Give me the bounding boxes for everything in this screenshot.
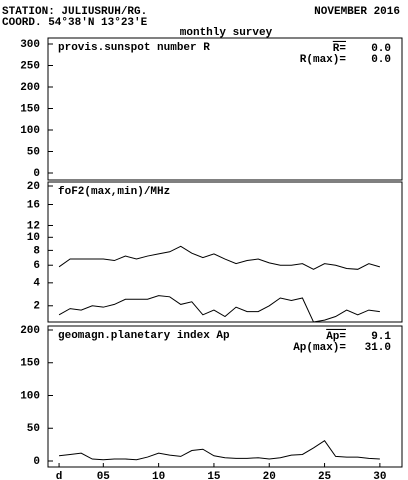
y-tick-label: 50 xyxy=(27,146,40,158)
x-tick-label: 10 xyxy=(152,471,165,480)
station: STATION: JULIUSRUH/RG. xyxy=(2,6,147,18)
y-tick-label: 0 xyxy=(33,456,40,468)
date: NOVEMBER 2016 xyxy=(314,6,400,18)
y-tick-label: 10 xyxy=(27,232,40,244)
stat-name: R= xyxy=(333,43,347,55)
y-tick-label: 12 xyxy=(27,220,40,232)
y-tick-label: 2 xyxy=(33,301,40,313)
y-tick-label: 6 xyxy=(33,260,40,272)
y-tick-label: 16 xyxy=(27,199,40,211)
y-tick-label: 8 xyxy=(33,245,40,257)
data-line xyxy=(59,440,380,461)
y-tick-label: 100 xyxy=(20,390,40,402)
y-tick-label: 4 xyxy=(33,278,40,290)
y-tick-label: 300 xyxy=(20,39,40,51)
data-line xyxy=(58,245,381,270)
stat-value: 0.0 xyxy=(371,43,391,55)
panel-frame xyxy=(47,37,403,181)
y-tick-label: 200 xyxy=(20,325,40,337)
stat-name: Ap= xyxy=(326,331,346,343)
stat-value: 31.0 xyxy=(365,342,391,354)
y-tick-label: 250 xyxy=(20,60,40,72)
y-tick-label: 0 xyxy=(33,168,40,180)
y-tick-label: 100 xyxy=(20,125,40,137)
panel-title: provis.sunspot number R xyxy=(58,42,210,54)
stat-value: 0.0 xyxy=(371,54,391,66)
stat-value: 9.1 xyxy=(371,331,391,343)
x-tick-label: 25 xyxy=(318,471,332,480)
x-tick-label: 05 xyxy=(97,471,111,480)
y-tick-label: 200 xyxy=(20,82,40,94)
y-tick-label: 50 xyxy=(27,423,40,435)
y-tick-label: 150 xyxy=(20,358,40,370)
x-tick-label: 30 xyxy=(373,471,386,480)
data-line xyxy=(58,295,380,323)
panel-frame xyxy=(47,181,403,323)
y-tick-label: 20 xyxy=(27,181,40,193)
panel-frame xyxy=(47,325,403,468)
panel-title: geomagn.planetary index Ap xyxy=(58,330,230,342)
stat-name: Ap(max)= xyxy=(293,342,346,354)
coord: COORD. 54°38'N 13°23'E xyxy=(2,17,148,29)
panel-title: foF2(max,min)/MHz xyxy=(58,186,170,198)
x-tick-label: 20 xyxy=(263,471,276,480)
x-tick-label: d xyxy=(56,471,63,480)
y-tick-label: 150 xyxy=(20,103,40,115)
subtitle: monthly survey xyxy=(180,27,273,39)
x-tick-label: 15 xyxy=(207,471,221,480)
stat-name: R(max)= xyxy=(300,54,347,66)
